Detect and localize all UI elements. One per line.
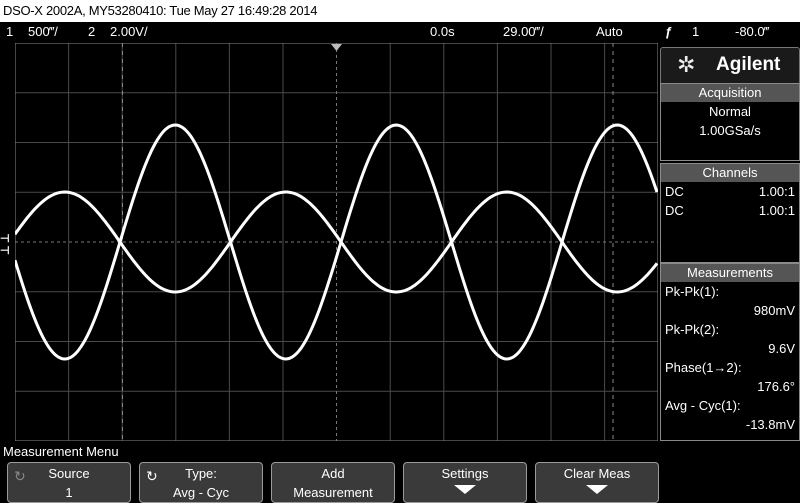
measurements-header: Measurements: [661, 264, 799, 282]
measurement-value: -13.8mV: [745, 417, 795, 432]
info-panel: ✲ Agilent Acquisition Normal 1.00GSa/s C…: [660, 43, 800, 441]
softkey-label: Settings: [441, 466, 489, 481]
acquisition-mode: Normal: [709, 104, 751, 119]
measurement-label: Phase(1→2):: [665, 360, 742, 375]
agilent-spark-icon: ✲: [677, 52, 696, 77]
acquisition-box[interactable]: Acquisition Normal 1.00GSa/s: [660, 83, 800, 161]
measurements-box[interactable]: Measurements Pk-Pk(1): 980mV Pk-Pk(2): 9…: [660, 263, 800, 441]
channel-2-waveform: [15, 123, 658, 361]
softkey-value: Avg - Cyc: [172, 485, 230, 500]
channel-row: DC 1.00:1: [661, 201, 799, 220]
channel-1-waveform: [15, 190, 658, 294]
add-measurement-softkey[interactable]: Add Measurement: [271, 462, 395, 503]
trigger-channel[interactable]: 1: [692, 24, 700, 39]
trigger-level[interactable]: -80.0‴: [735, 24, 770, 39]
measurement-label: Avg - Cyc(1):: [665, 398, 741, 413]
softkey-menu: Measurement Menu ↻ Source 1 ↻ Type: Avg …: [0, 443, 800, 503]
ch1-scale[interactable]: 500‴/: [28, 24, 58, 39]
settings-softkey[interactable]: Settings: [403, 462, 527, 503]
softkey-label: Clear Meas: [563, 466, 631, 481]
softkey-label: Source: [48, 466, 90, 481]
ch1-number[interactable]: 1: [6, 24, 14, 39]
clear-meas-softkey[interactable]: Clear Meas: [535, 462, 659, 503]
time-scale[interactable]: 29.00‴/: [503, 24, 544, 39]
softkey-label: Add: [321, 466, 345, 481]
channel-ground-markers[interactable]: ⊣ ⊣: [0, 233, 10, 257]
submenu-arrow-icon: [586, 485, 608, 494]
measurement-value: 176.6°: [757, 379, 795, 394]
brand-name: Agilent: [716, 54, 781, 75]
type-softkey[interactable]: ↻ Type: Avg - Cyc: [139, 462, 263, 503]
measurement-value: 980mV: [753, 303, 795, 318]
channel-probe: 1.00:1: [758, 184, 795, 199]
ch2-scale[interactable]: 2.00V/: [110, 24, 148, 39]
trigger-mode[interactable]: Auto: [596, 24, 623, 39]
channel-coupling: DC: [665, 184, 684, 199]
channels-header: Channels: [661, 164, 799, 182]
channels-box[interactable]: Channels DC 1.00:1 DC 1.00:1: [660, 163, 800, 263]
measurement-label: Pk-Pk(1):: [665, 284, 720, 299]
softkey-label: Type:: [185, 466, 217, 481]
channel-coupling: DC: [665, 203, 684, 218]
softkey-value: Measurement: [293, 485, 373, 500]
menu-title: Measurement Menu: [3, 444, 119, 459]
window-title: DSO-X 2002A, MY53280410: Tue May 27 16:4…: [0, 0, 800, 22]
ch1-ground-marker-icon[interactable]: ⊣: [0, 233, 10, 245]
trigger-position-marker[interactable]: [331, 44, 342, 51]
measurement-value: 9.6V: [768, 341, 795, 356]
entry-knob-icon: ↻: [146, 468, 158, 484]
submenu-arrow-icon: [454, 485, 476, 494]
softkey-value: 1: [65, 485, 73, 500]
ch2-number[interactable]: 2: [88, 24, 96, 39]
time-position[interactable]: 0.0s: [430, 24, 455, 39]
channel-probe: 1.00:1: [758, 203, 795, 218]
sample-rate: 1.00GSa/s: [699, 123, 761, 138]
source-softkey[interactable]: ↻ Source 1: [7, 462, 131, 503]
entry-knob-icon: ↻: [14, 468, 26, 484]
measurement-label: Pk-Pk(2):: [665, 322, 720, 337]
agilent-logo: ✲ Agilent: [660, 47, 800, 85]
status-bar: 1 500‴/ 2 2.00V/ 0.0s 29.00‴/ Auto ƒ 1 -…: [0, 22, 800, 42]
waveform-display: [15, 43, 658, 441]
channel-row: DC 1.00:1: [661, 182, 799, 201]
ch2-ground-marker-icon[interactable]: ⊣: [0, 245, 10, 257]
trigger-slope-icon: ƒ: [665, 24, 673, 39]
acquisition-header: Acquisition: [661, 84, 799, 102]
